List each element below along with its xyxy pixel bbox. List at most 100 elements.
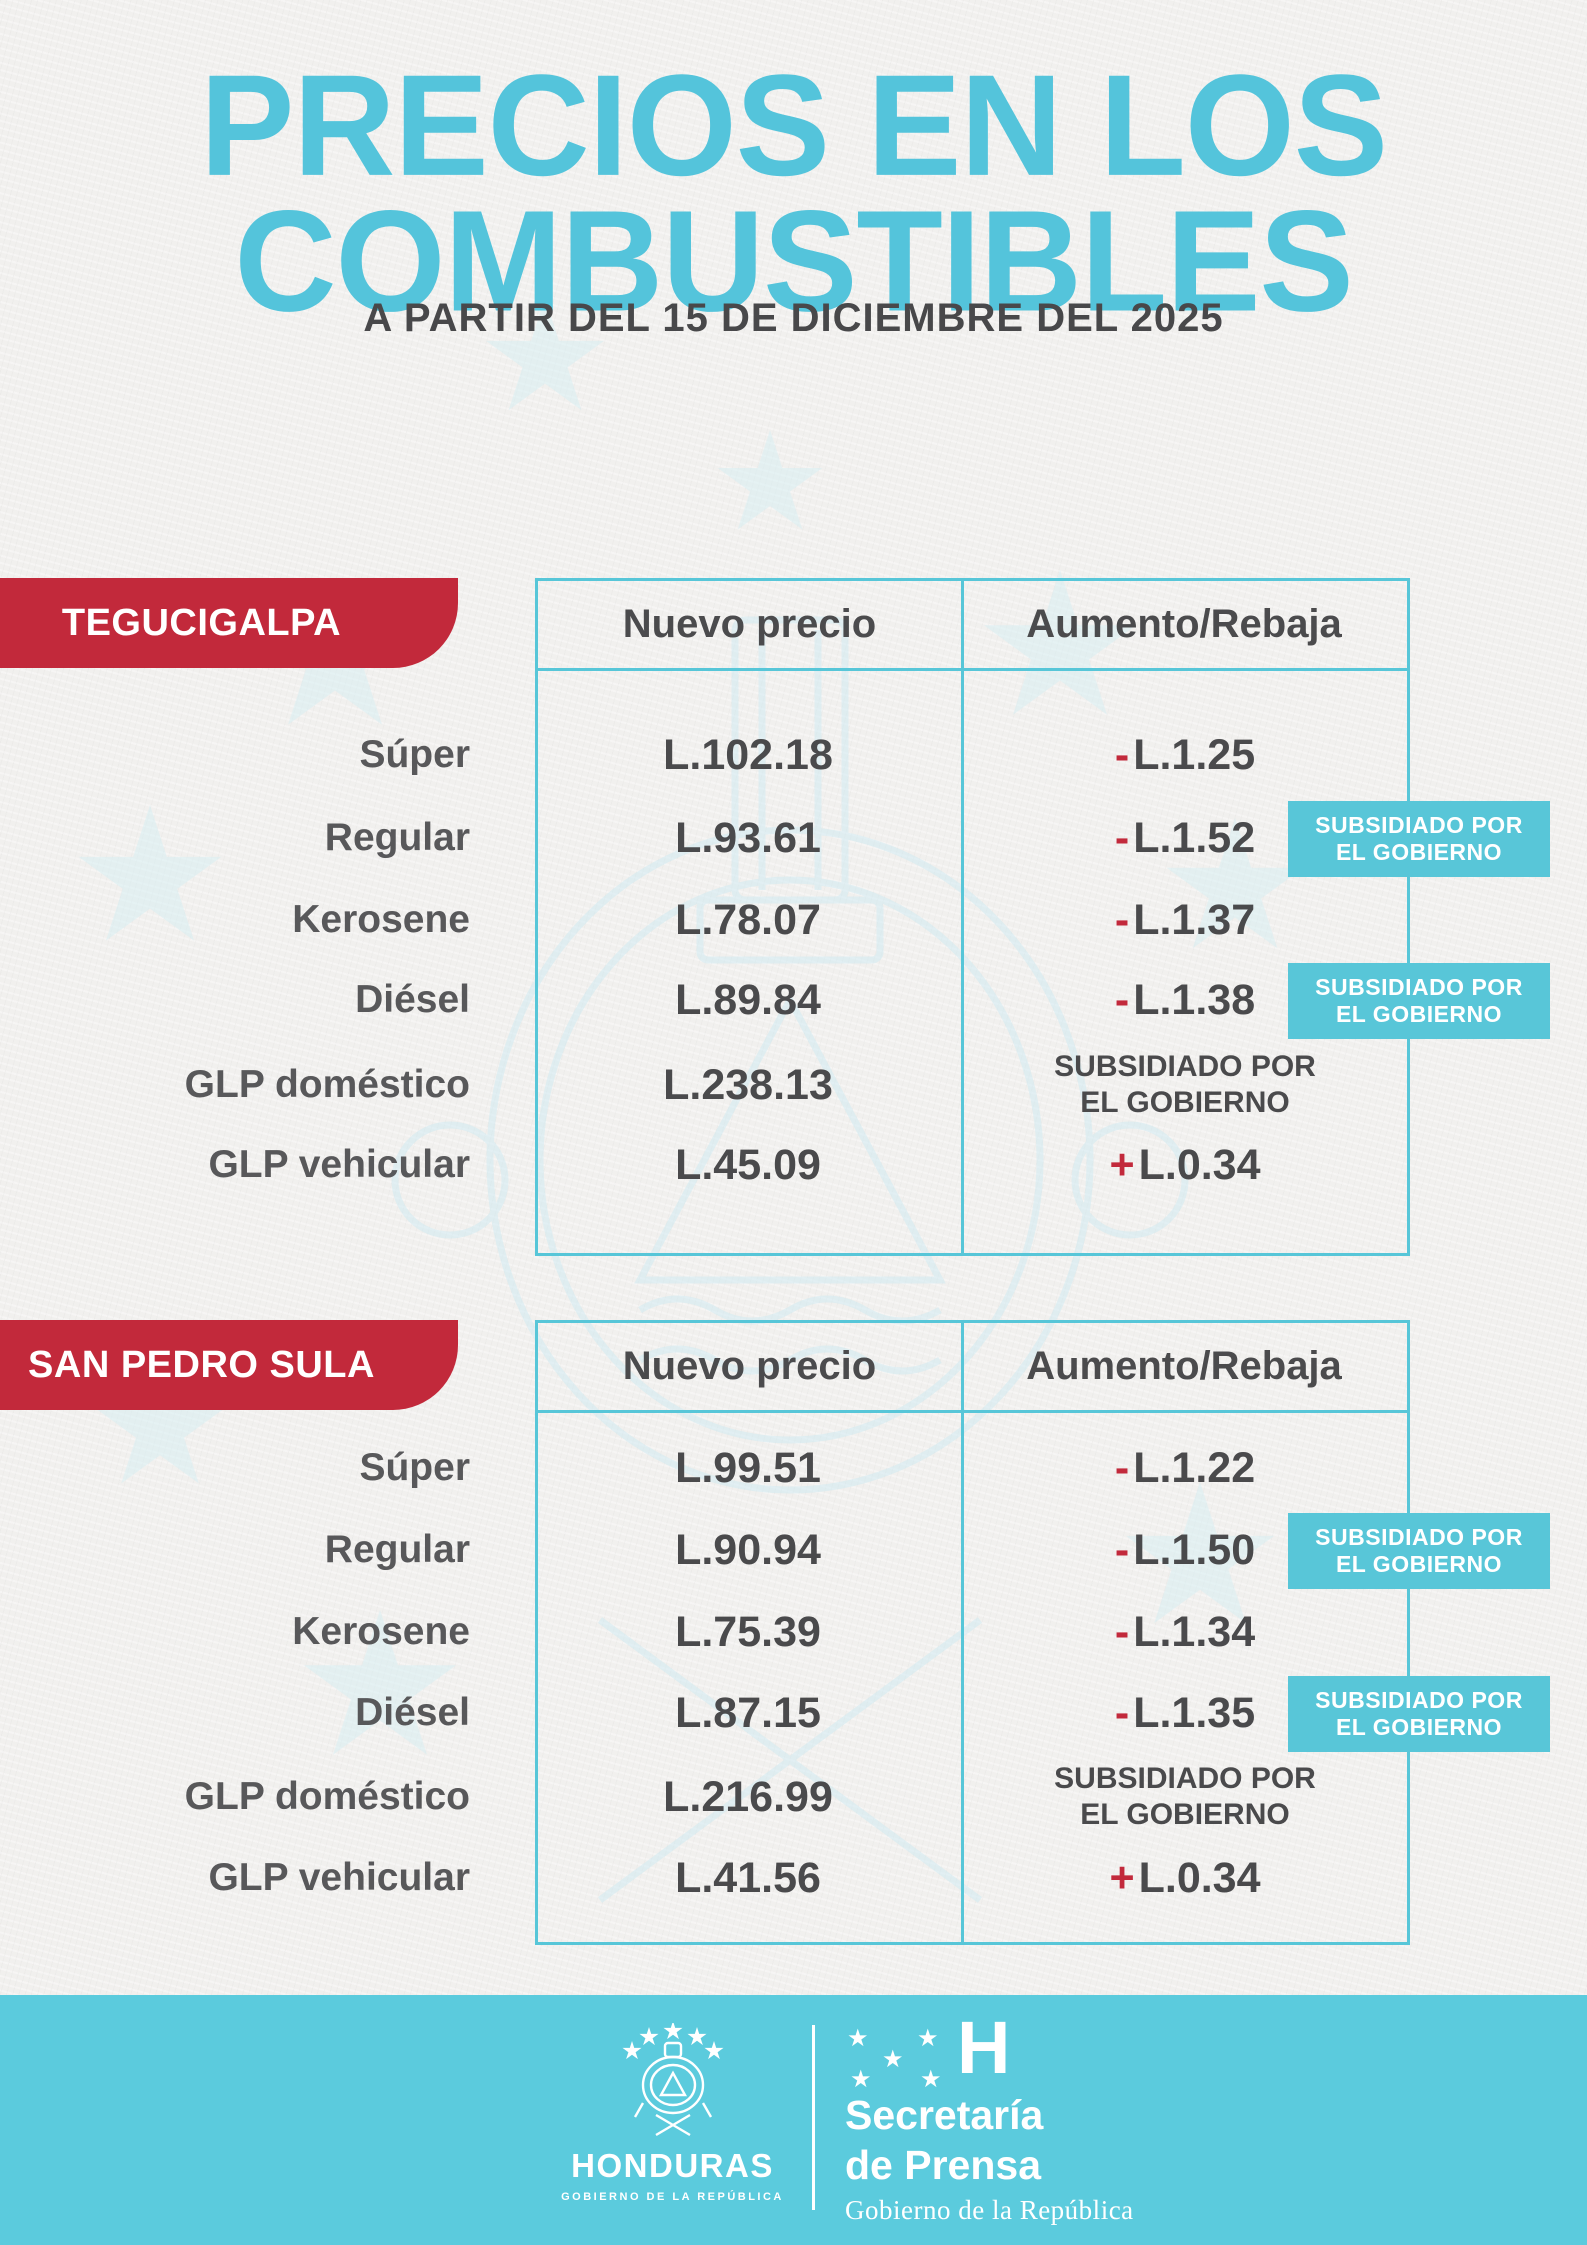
price-value: L.90.94	[675, 1525, 821, 1574]
city-ribbon-label: SAN PEDRO SULA	[28, 1343, 375, 1386]
star-icon: ★	[847, 2025, 869, 2052]
table-row: Kerosene L.75.39 - L.1.34	[0, 1590, 1587, 1674]
price-value: L.87.15	[675, 1688, 821, 1737]
subsidy-badge-line1: SUBSIDIADO POR	[1315, 1686, 1523, 1713]
fuel-label: Regular	[324, 1528, 470, 1571]
change-value: - L.1.34	[975, 1590, 1395, 1674]
subsidy-badge-regular-sps: SUBSIDIADO POR EL GOBIERNO	[1288, 1513, 1550, 1589]
change-amount: L.1.52	[1133, 813, 1256, 862]
subsidy-note-line1: SUBSIDIADO POR	[1054, 1050, 1316, 1083]
change-amount: L.0.34	[1138, 1140, 1261, 1189]
change-value: - L.1.38	[975, 958, 1395, 1042]
change-amount: L.1.25	[1133, 730, 1256, 779]
column-header-price: Nuevo precio	[622, 1344, 877, 1388]
footer-bar: HONDURAS GOBIERNO DE LA REPÚBLICA ★ ★ ★ …	[0, 1995, 1587, 2245]
table-row: Súper L.102.18 - L.1.25	[0, 713, 1587, 797]
table-row: GLP doméstico L.216.99 SUBSIDIADO POR EL…	[0, 1755, 1587, 1839]
column-header-change: Aumento/Rebaja	[1026, 1344, 1342, 1388]
price-value: L.99.51	[675, 1443, 821, 1492]
page-subtitle: A PARTIR DEL 15 DE DICIEMBRE DEL 2025	[363, 296, 1224, 340]
secretaria-line1: Secretaría	[845, 2092, 1044, 2138]
change-sign: +	[1109, 1853, 1135, 1902]
secretaria-line2: de Prensa	[845, 2141, 1041, 2188]
honduras-coat-of-arms: HONDURAS GOBIERNO DE LA REPÚBLICA	[560, 2023, 785, 2223]
price-value: L.102.18	[663, 730, 833, 779]
subsidy-badge-line2: EL GOBIERNO	[1335, 1551, 1503, 1577]
footer-divider	[812, 2025, 815, 2210]
price-value: L.238.13	[663, 1060, 833, 1109]
change-value: - L.1.22	[975, 1426, 1395, 1510]
star-icon: ★	[920, 2066, 942, 2093]
honduras-label: HONDURAS	[571, 2147, 774, 2184]
change-amount: L.1.35	[1133, 1688, 1256, 1737]
subsidy-badge-line1: SUBSIDIADO POR	[1315, 811, 1523, 838]
table-header: Nuevo precio Aumento/Rebaja	[538, 1323, 1407, 1413]
change-sign: -	[1114, 1607, 1130, 1656]
city-ribbon-label: TEGUCIGALPA	[61, 601, 342, 644]
subsidy-note-line1: SUBSIDIADO POR	[1054, 1762, 1316, 1795]
price-value: L.89.84	[675, 975, 821, 1024]
price-value: L.75.39	[675, 1607, 821, 1656]
subsidy-badge-line1: SUBSIDIADO POR	[1315, 1523, 1523, 1550]
fuel-label: Diésel	[355, 978, 470, 1021]
change-value: - L.1.37	[975, 878, 1395, 962]
fuel-label: GLP vehicular	[208, 1856, 470, 1899]
h-letter-logo: H	[957, 2006, 1011, 2089]
change-sign: -	[1114, 813, 1130, 862]
fuel-label: Súper	[359, 1446, 470, 1489]
column-header-change: Aumento/Rebaja	[1026, 602, 1342, 646]
subsidy-badge-line2: EL GOBIERNO	[1335, 1714, 1503, 1740]
star-icon: ★	[882, 2046, 904, 2073]
change-amount: L.1.38	[1133, 975, 1256, 1024]
change-sign: -	[1114, 730, 1130, 779]
table-header: Nuevo precio Aumento/Rebaja	[538, 581, 1407, 671]
price-value: L.78.07	[675, 895, 821, 944]
coat-of-arms-icon	[622, 2023, 723, 2137]
change-amount: L.0.34	[1138, 1853, 1261, 1902]
price-value: L.41.56	[675, 1853, 821, 1902]
change-value: + L.0.34	[975, 1123, 1395, 1207]
gobierno-label: Gobierno de la República	[845, 2194, 1134, 2225]
subsidy-badge-regular-tegucigalpa: SUBSIDIADO POR EL GOBIERNO	[1288, 801, 1550, 877]
subsidy-note: SUBSIDIADO POR EL GOBIERNO	[975, 1755, 1395, 1839]
page-title-line1: PRECIOS EN LOS	[200, 45, 1388, 206]
star-icon: ★	[850, 2066, 872, 2093]
table-row: GLP vehicular L.45.09 + L.0.34	[0, 1123, 1587, 1207]
subsidy-badge-diesel-tegucigalpa: SUBSIDIADO POR EL GOBIERNO	[1288, 963, 1550, 1039]
table-row: Súper L.99.51 - L.1.22	[0, 1426, 1587, 1510]
subsidy-badge-line2: EL GOBIERNO	[1335, 1001, 1503, 1027]
city-ribbon-tegucigalpa: TEGUCIGALPA	[0, 578, 458, 668]
star-icon: ★	[917, 2025, 939, 2052]
change-value: + L.0.34	[975, 1836, 1395, 1920]
table-row: GLP vehicular L.41.56 + L.0.34	[0, 1836, 1587, 1920]
change-sign: +	[1109, 1140, 1135, 1189]
change-amount: L.1.50	[1133, 1525, 1256, 1574]
change-value: - L.1.25	[975, 713, 1395, 797]
subsidy-note-line2: EL GOBIERNO	[1080, 1086, 1290, 1119]
subsidy-note: SUBSIDIADO POR EL GOBIERNO	[975, 1043, 1395, 1127]
change-sign: -	[1114, 1443, 1130, 1492]
fuel-label: Regular	[324, 816, 470, 859]
table-row: GLP doméstico L.238.13 SUBSIDIADO POR EL…	[0, 1043, 1587, 1127]
column-header-price: Nuevo precio	[622, 602, 877, 646]
subsidy-badge-line1: SUBSIDIADO POR	[1315, 973, 1523, 1000]
subsidy-badge-diesel-sps: SUBSIDIADO POR EL GOBIERNO	[1288, 1676, 1550, 1752]
change-value: - L.1.35	[975, 1671, 1395, 1755]
fuel-label: GLP vehicular	[208, 1143, 470, 1186]
change-sign: -	[1114, 1525, 1130, 1574]
change-amount: L.1.37	[1133, 895, 1256, 944]
change-sign: -	[1114, 1688, 1130, 1737]
fuel-label: Kerosene	[292, 1610, 470, 1653]
subsidy-note-line2: EL GOBIERNO	[1080, 1798, 1290, 1831]
subsidy-badge-line2: EL GOBIERNO	[1335, 839, 1503, 865]
honduras-sublabel: GOBIERNO DE LA REPÚBLICA	[561, 2191, 784, 2203]
fuel-label: Súper	[359, 733, 470, 776]
price-value: L.45.09	[675, 1140, 821, 1189]
price-value: L.216.99	[663, 1772, 833, 1821]
stars-and-h-logo: ★ ★ ★ ★ ★ H	[845, 2011, 1045, 2092]
change-amount: L.1.34	[1133, 1607, 1256, 1656]
change-sign: -	[1114, 895, 1130, 944]
fuel-label: Kerosene	[292, 898, 470, 941]
page-title-line2: COMBUSTIBLES	[234, 180, 1353, 341]
